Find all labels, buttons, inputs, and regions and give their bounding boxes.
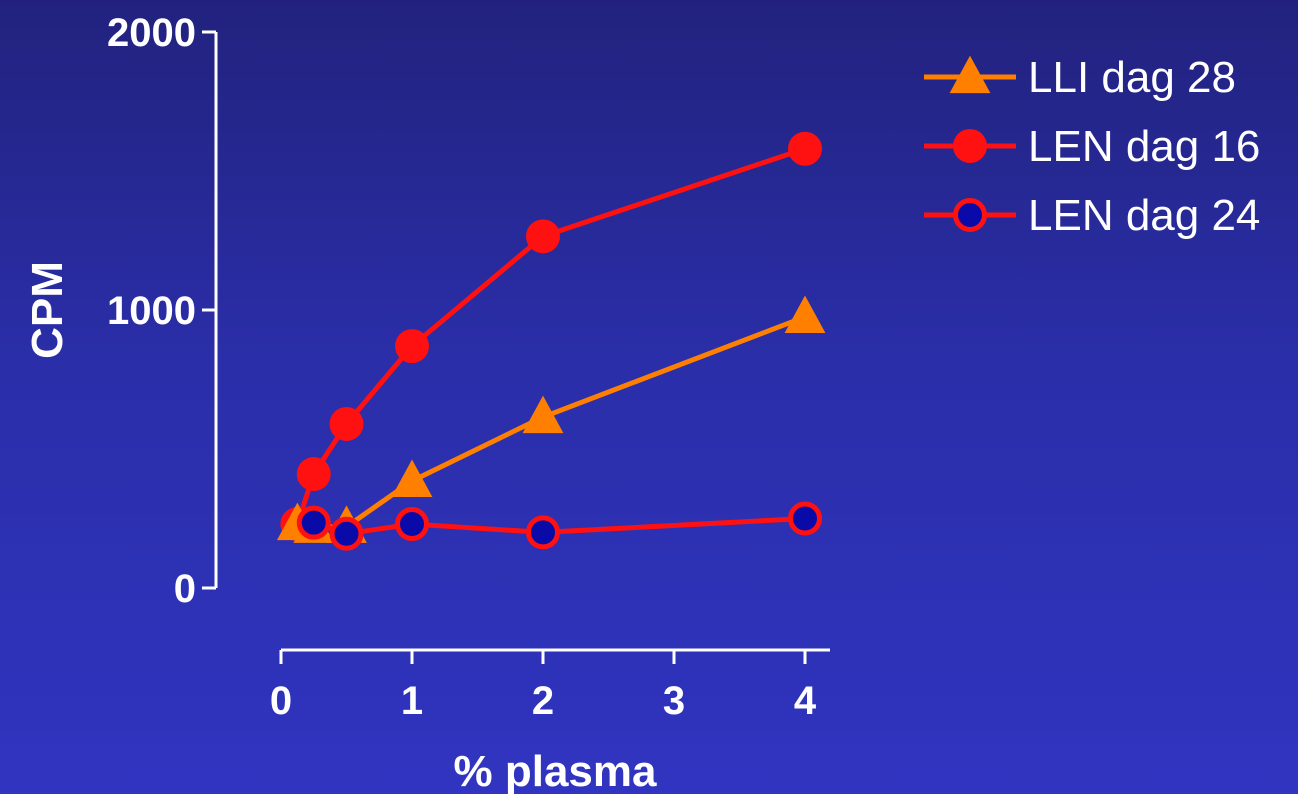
x-axis-title: % plasma [454,747,658,794]
x-tick-label: 3 [663,679,685,723]
data-point [526,515,560,550]
y-tick-label: 1000 [107,289,196,333]
legend-item: LEN dag 16 [924,122,1260,171]
data-point [296,457,331,492]
data-point [395,329,429,364]
legend-item: LEN dag 24 [924,191,1260,240]
data-point [526,219,560,254]
series-line [294,146,806,525]
series-2 [296,501,822,551]
axes: 0 1000 2000 0 1 2 3 4 [107,11,830,723]
data-point [788,501,822,536]
y-axis-title: CPM [23,261,72,359]
legend-label: LEN dag 16 [1028,122,1260,171]
legend: LLI dag 28 LEN dag 16 LEN dag 24 [924,53,1260,240]
legend-marker [953,198,987,232]
data-point [395,507,429,542]
data-point [784,295,826,334]
legend-item: LLI dag 28 [924,53,1236,102]
data-point [329,406,364,441]
x-tick-label: 4 [794,679,817,723]
series-layer [276,131,826,551]
y-tick-label: 2000 [107,11,196,55]
y-tick-label: 0 [174,567,196,611]
x-tick-label: 1 [401,679,423,723]
legend-marker [949,55,991,94]
legend-label: LLI dag 28 [1028,53,1236,102]
data-point [788,131,822,166]
data-point [329,516,364,551]
x-tick-label: 2 [532,679,554,723]
legend-label: LEN dag 24 [1028,191,1260,240]
data-point [522,395,564,434]
data-point [391,459,433,498]
series-1 [280,131,822,542]
x-tick-label: 0 [270,679,292,723]
legend-marker [953,129,987,163]
data-point [296,505,331,540]
